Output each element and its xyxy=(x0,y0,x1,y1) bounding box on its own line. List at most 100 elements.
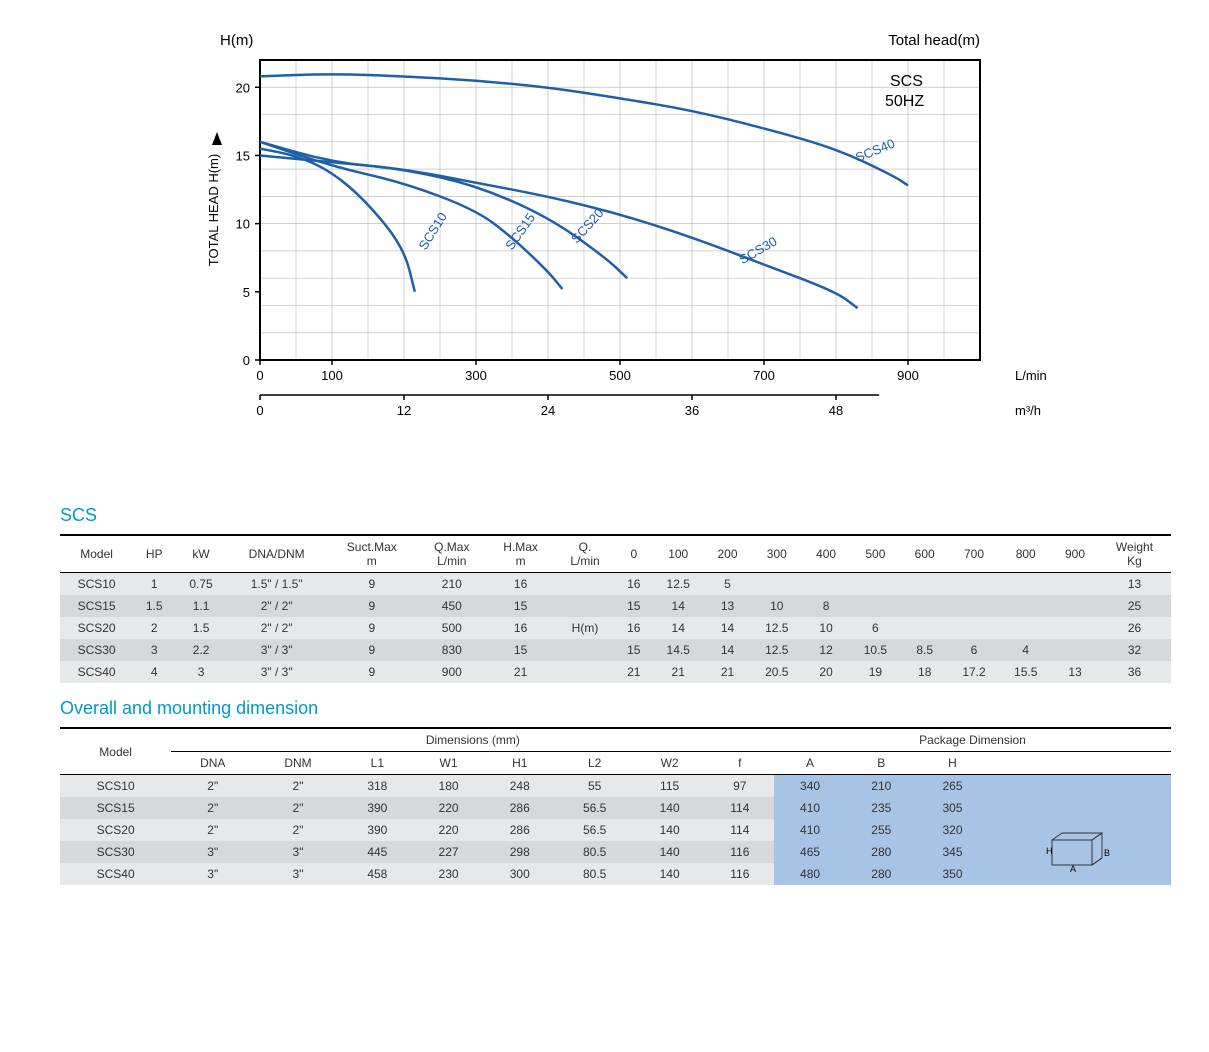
package-box-icon: H A B xyxy=(988,819,1170,885)
cell: SCS15 xyxy=(60,595,133,617)
cell: 1 xyxy=(133,573,175,596)
dimension-table-title: Overall and mounting dimension xyxy=(60,698,1189,719)
x-tick-label: 700 xyxy=(753,368,775,383)
cell: 17.2 xyxy=(948,661,1000,683)
cell: 1.5 xyxy=(175,617,227,639)
cell: 210 xyxy=(417,573,486,596)
curve-scs20 xyxy=(260,142,627,278)
cell: 410 xyxy=(774,819,845,841)
cell: 305 xyxy=(917,797,988,819)
cell: 12.5 xyxy=(652,573,704,596)
cell: 16 xyxy=(615,573,652,596)
cell: 3" / 3" xyxy=(227,661,327,683)
cell: 3" xyxy=(171,841,254,863)
cell: 9 xyxy=(326,573,417,596)
cell: 21 xyxy=(704,661,751,683)
th-13: 500 xyxy=(850,535,902,573)
cell xyxy=(850,595,902,617)
cell: 410 xyxy=(774,797,845,819)
cell: 25 xyxy=(1098,595,1170,617)
cell xyxy=(555,639,616,661)
cell xyxy=(803,573,850,596)
th-dims: Dimensions (mm) xyxy=(171,728,774,752)
cell: 56.5 xyxy=(555,797,634,819)
cell: 2" xyxy=(254,797,341,819)
cell: 16 xyxy=(615,617,652,639)
sub-th-6: W2 xyxy=(634,752,705,775)
cell: 26 xyxy=(1098,617,1170,639)
cell: 19 xyxy=(850,661,902,683)
cell: 340 xyxy=(774,775,845,798)
cell: 116 xyxy=(705,863,774,885)
cell xyxy=(555,595,616,617)
sub-th-2: L1 xyxy=(342,752,413,775)
cell: 9 xyxy=(326,661,417,683)
cell: 2" / 2" xyxy=(227,617,327,639)
cell: 15.5 xyxy=(1000,661,1052,683)
y-tick-label: 10 xyxy=(236,217,250,232)
performance-chart: H(m)Total head(m)05101520TOTAL HEAD H(m)… xyxy=(200,20,1189,485)
table-row: SCS151.51.12" / 2"94501515141310825 xyxy=(60,595,1171,617)
x2-tick-label: 36 xyxy=(685,403,699,418)
cell: 286 xyxy=(484,797,555,819)
th-model: Model xyxy=(60,728,171,775)
curve-label: SCS20 xyxy=(568,205,607,246)
th-14: 600 xyxy=(901,535,948,573)
cell: 280 xyxy=(846,841,917,863)
cell: 3" / 3" xyxy=(227,639,327,661)
cell: 320 xyxy=(917,819,988,841)
sub-th-8: A xyxy=(774,752,845,775)
cell xyxy=(1052,573,1099,596)
th-9: 100 xyxy=(652,535,704,573)
cell: 97 xyxy=(705,775,774,798)
sub-th-7: f xyxy=(705,752,774,775)
cell: 210 xyxy=(846,775,917,798)
cell: 8.5 xyxy=(901,639,948,661)
arrow-icon xyxy=(212,132,222,145)
cell: 180 xyxy=(413,775,484,798)
cell: 12 xyxy=(803,639,850,661)
cell: 280 xyxy=(846,863,917,885)
cell: 16 xyxy=(486,573,554,596)
cell: 2 xyxy=(133,617,175,639)
cell: 4 xyxy=(133,661,175,683)
cell: 450 xyxy=(417,595,486,617)
cell: 80.5 xyxy=(555,863,634,885)
cell xyxy=(901,617,948,639)
cell: 16 xyxy=(486,617,554,639)
cell: 830 xyxy=(417,639,486,661)
cell: 14 xyxy=(652,595,704,617)
th-17: 900 xyxy=(1052,535,1099,573)
th-16: 800 xyxy=(1000,535,1052,573)
cell: 3 xyxy=(175,661,227,683)
cell: 15 xyxy=(486,639,554,661)
cell: SCS15 xyxy=(60,797,171,819)
cell: 227 xyxy=(413,841,484,863)
table-row: SCS152"2"39022028656.5140114410235305 xyxy=(60,797,1171,819)
cell: 6 xyxy=(850,617,902,639)
cell: 114 xyxy=(705,819,774,841)
table-row: SCS2021.52" / 2"950016H(m)16141412.51062… xyxy=(60,617,1171,639)
cell xyxy=(1052,639,1099,661)
cell xyxy=(948,617,1000,639)
table-row: SCS1010.751.5" / 1.5"9210161612.5513 xyxy=(60,573,1171,596)
cell: 9 xyxy=(326,617,417,639)
svg-text:A: A xyxy=(1070,864,1076,873)
table-row: SCS3032.23" / 3"9830151514.51412.51210.5… xyxy=(60,639,1171,661)
cell xyxy=(850,573,902,596)
cell: 13 xyxy=(1052,661,1099,683)
cell: 286 xyxy=(484,819,555,841)
sub-th-9: B xyxy=(846,752,917,775)
th-12: 400 xyxy=(803,535,850,573)
cell: SCS10 xyxy=(60,775,171,798)
y-tick-label: 5 xyxy=(243,285,250,300)
cell: 140 xyxy=(634,819,705,841)
cell xyxy=(1000,617,1052,639)
cell: 2" / 2" xyxy=(227,595,327,617)
cell: 140 xyxy=(634,863,705,885)
axis-label-total-head: Total head(m) xyxy=(888,32,980,49)
x-tick-label: 900 xyxy=(897,368,919,383)
x-tick-label: 500 xyxy=(609,368,631,383)
th-3: DNA/DNM xyxy=(227,535,327,573)
cell: 114 xyxy=(705,797,774,819)
